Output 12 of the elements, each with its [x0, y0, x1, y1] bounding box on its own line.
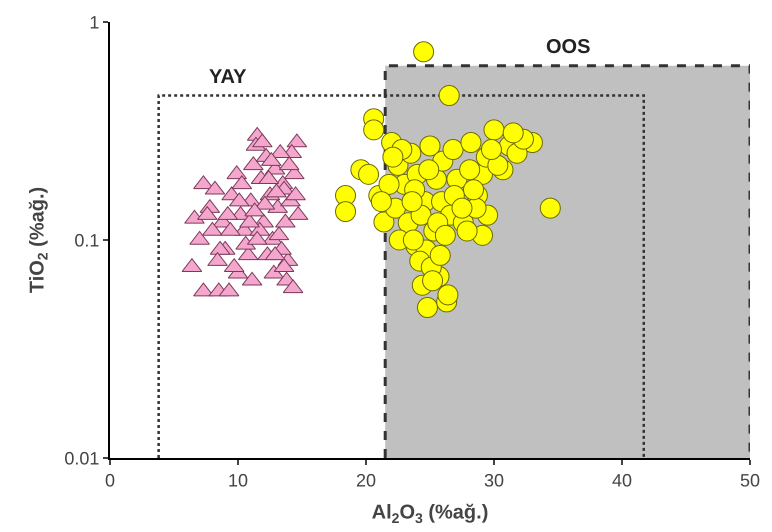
- x-tick-label: 40: [612, 470, 632, 491]
- x-tick-label: 20: [356, 470, 376, 491]
- y-tick-label: 1: [89, 12, 100, 32]
- x-axis-title: Al$_{2}$O$_{3}$ (%ağ.): [372, 502, 488, 526]
- x-tick-label: 50: [740, 470, 760, 491]
- series-label: YAY: [209, 66, 248, 88]
- x-tick-label: 10: [228, 470, 248, 491]
- x-tick-label: 0: [104, 470, 116, 491]
- series-label: OOS: [546, 36, 590, 58]
- y-tick-label: 0.01: [64, 448, 100, 468]
- x-tick-label: 30: [484, 470, 504, 491]
- y-tick-label: 0.1: [74, 230, 100, 250]
